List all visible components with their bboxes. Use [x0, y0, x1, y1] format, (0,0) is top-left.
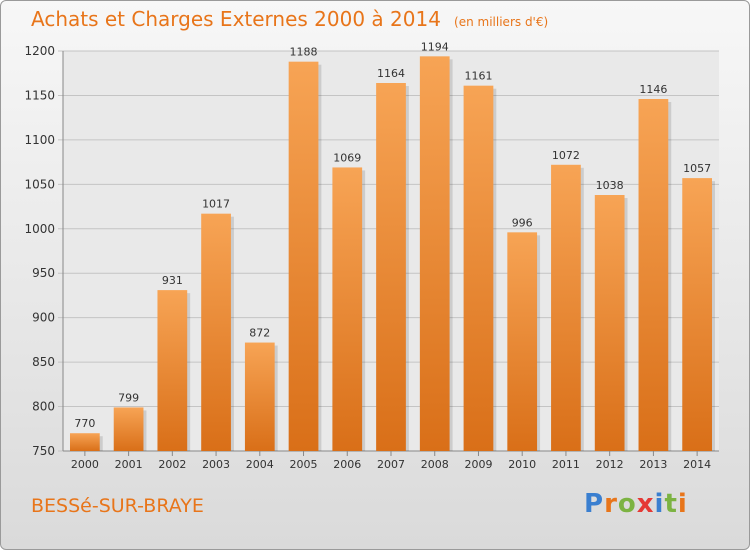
bar — [594, 195, 625, 451]
bar — [419, 56, 450, 451]
bar — [551, 164, 581, 451]
y-tick-label: 1200 — [24, 44, 55, 58]
bar — [113, 407, 144, 451]
x-tick-label: 2009 — [464, 458, 492, 471]
bar — [201, 213, 231, 451]
y-tick-label: 1150 — [24, 88, 55, 102]
x-tick-label: 2001 — [115, 458, 143, 471]
value-label: 1057 — [683, 162, 711, 175]
bar — [157, 290, 188, 451]
value-label: 1194 — [421, 40, 449, 53]
y-tick-label: 800 — [32, 400, 55, 414]
x-tick-label: 2006 — [333, 458, 361, 471]
y-tick-label: 950 — [32, 266, 55, 280]
y-tick-label: 1050 — [24, 177, 55, 191]
x-tick-label: 2010 — [508, 458, 536, 471]
x-tick-label: 2012 — [596, 458, 624, 471]
x-tick-label: 2005 — [290, 458, 318, 471]
x-tick-label: 2007 — [377, 458, 405, 471]
bar — [244, 342, 275, 451]
unit-text: (en milliers d'€) — [454, 15, 549, 29]
value-label: 799 — [118, 391, 139, 404]
city-name: BESSé-SUR-BRAYE — [31, 495, 204, 517]
x-tick-label: 2011 — [552, 458, 580, 471]
x-tick-label: 2000 — [71, 458, 99, 471]
title-text: Achats et Charges Externes 2000 à 2014 — [31, 7, 441, 31]
x-tick-label: 2013 — [639, 458, 667, 471]
value-label: 1188 — [290, 46, 318, 59]
value-label: 996 — [512, 216, 533, 229]
x-tick-label: 2014 — [683, 458, 711, 471]
y-tick-label: 900 — [32, 311, 55, 325]
value-label: 1017 — [202, 198, 230, 211]
bar — [507, 232, 538, 451]
y-tick-label: 1000 — [24, 222, 55, 236]
value-label: 1038 — [596, 179, 624, 192]
value-label: 1161 — [464, 70, 492, 83]
y-tick-label: 1100 — [24, 133, 55, 147]
bar — [638, 99, 669, 451]
value-label: 1069 — [333, 151, 361, 164]
proxiti-logo: Proxiti — [584, 489, 688, 519]
bar — [332, 167, 363, 451]
bar — [463, 85, 494, 452]
value-label: 1164 — [377, 67, 405, 80]
x-tick-label: 2002 — [158, 458, 186, 471]
bar — [69, 433, 100, 451]
value-label: 931 — [162, 274, 183, 287]
bar — [288, 61, 319, 452]
value-label: 1146 — [639, 83, 667, 96]
chart-title: Achats et Charges Externes 2000 à 2014 (… — [31, 7, 548, 31]
y-tick-label: 750 — [32, 444, 55, 458]
y-tick-label: 850 — [32, 355, 55, 369]
bar — [376, 83, 406, 451]
x-tick-label: 2008 — [421, 458, 449, 471]
x-tick-label: 2003 — [202, 458, 230, 471]
x-tick-label: 2004 — [246, 458, 274, 471]
value-label: 872 — [249, 327, 270, 340]
bar — [682, 178, 713, 451]
value-label: 1072 — [552, 149, 580, 162]
value-label: 770 — [74, 417, 95, 430]
